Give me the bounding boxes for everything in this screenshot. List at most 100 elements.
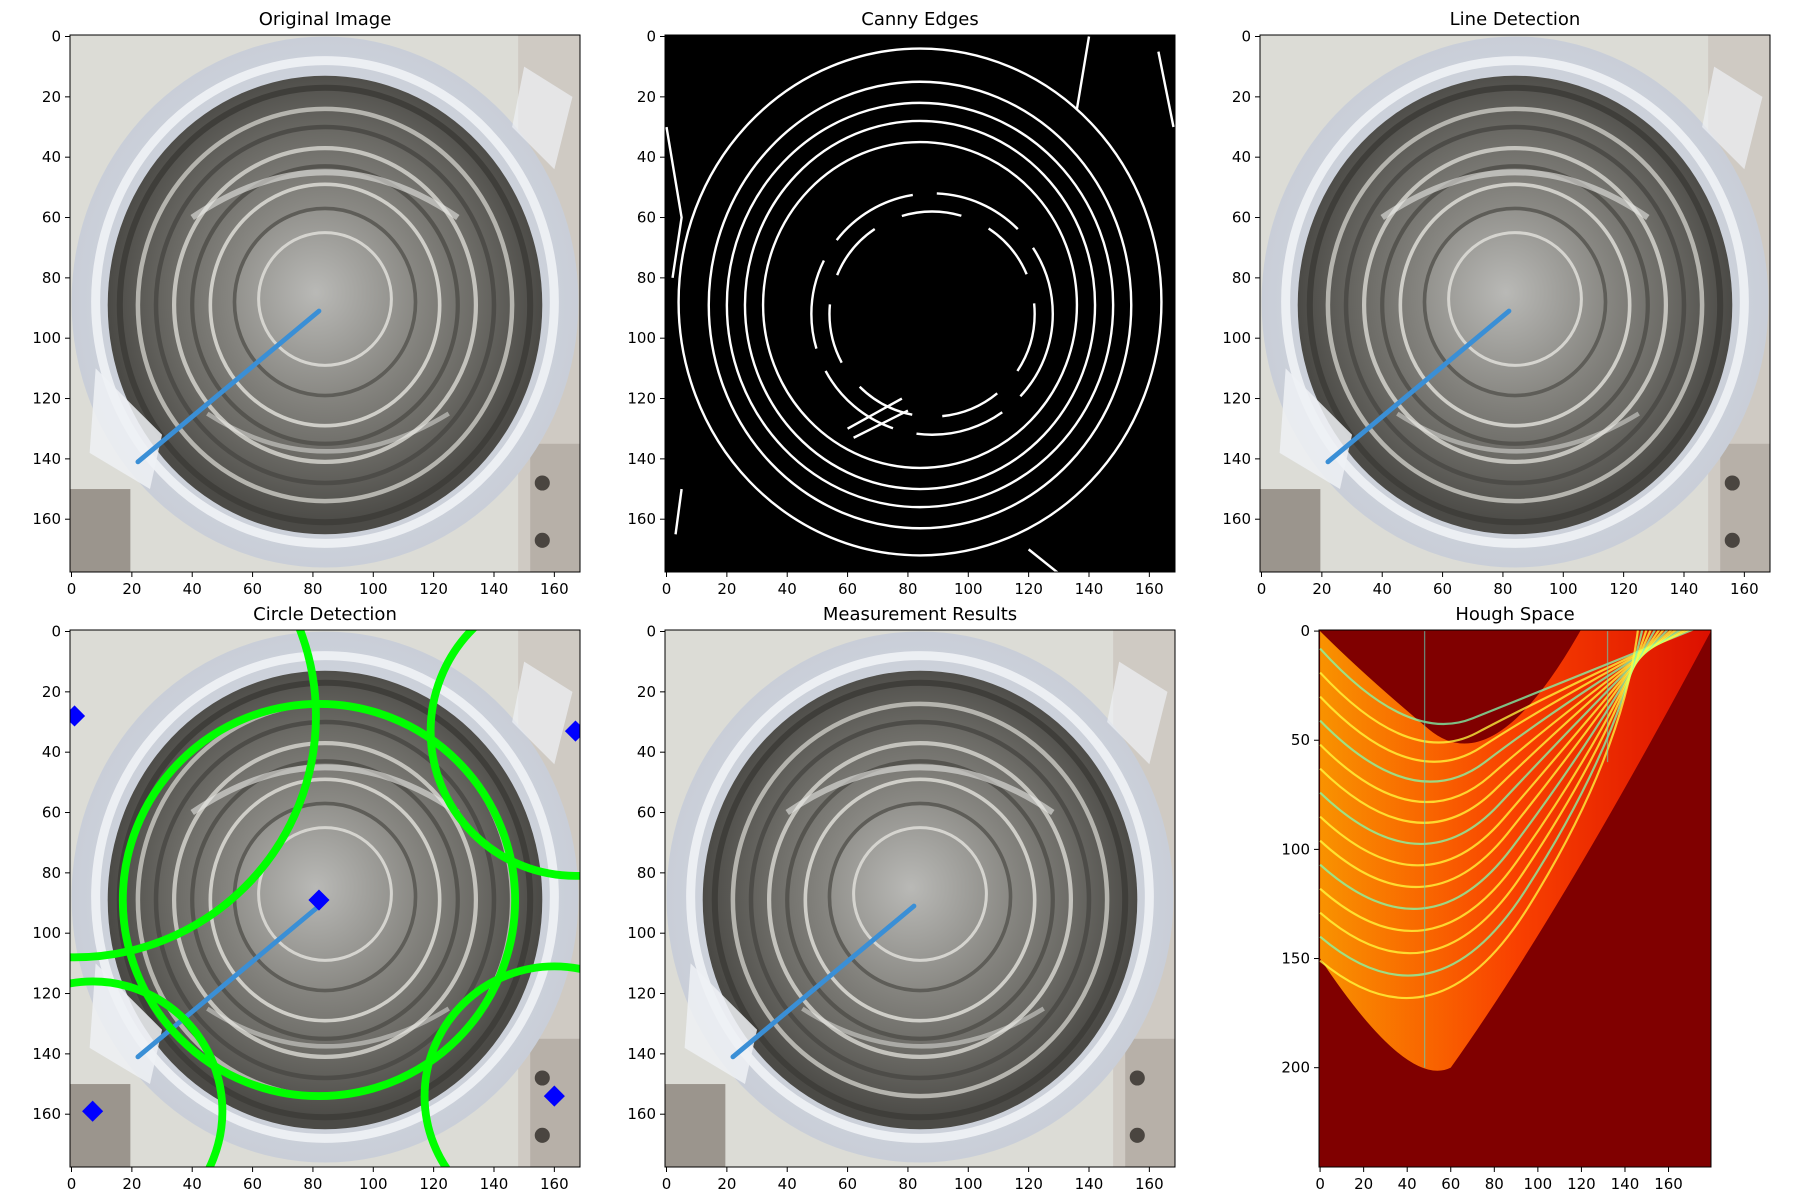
y-tick-label: 100 [627,329,656,347]
x-tick-label: 60 [838,580,857,598]
y-tick-label: 0 [646,623,656,641]
y-tick-label: 0 [51,28,61,46]
x-tick-label: 120 [419,580,448,598]
x-tick-label: 0 [662,1175,672,1193]
y-tick-label: 120 [32,390,61,408]
source-photo [70,35,582,574]
y-tick-label: 160 [1222,510,1251,528]
x-tick-label: 80 [303,1175,322,1193]
x-tick-label: 80 [1493,580,1512,598]
circle-center-4 [70,705,86,727]
panel-title: Line Detection [1450,9,1581,30]
x-tick-label: 160 [1135,580,1164,598]
y-tick-label: 200 [1281,1059,1310,1077]
y-tick-label: 120 [627,390,656,408]
y-tick-label: 140 [32,450,61,468]
y-tick-label: 0 [1300,622,1310,640]
detected-line [135,308,322,465]
x-tick-label: 60 [1441,1175,1460,1193]
x-tick-label: 40 [183,1175,202,1193]
y-tick-label: 100 [32,924,61,942]
x-tick-label: 20 [1354,1175,1373,1193]
y-tick-label: 40 [637,148,656,166]
panel-circles: Circle Detection 0 20 40 60 80 100 120 140 160 0 20… [32,604,581,1193]
x-tick-label: 100 [954,1175,983,1193]
y-tick-label: 60 [637,209,656,227]
x-tick-label: 100 [1524,1175,1553,1193]
x-tick-label: 120 [1609,580,1638,598]
x-tick-label: 120 [1014,1175,1043,1193]
x-tick-label: 140 [1611,1175,1640,1193]
y-tick-label: 160 [627,510,656,528]
x-tick-label: 140 [1075,1175,1104,1193]
x-tick-label: 60 [838,1175,857,1193]
panel-original: Original Image 0 20 40 60 80 100 120 140 160 0 20 40… [32,9,581,598]
x-tick-label: 140 [1075,580,1104,598]
detected-circle-3 [420,962,580,1167]
hough-curves [1319,630,1711,1071]
y-tick-label: 120 [32,985,61,1003]
source-photo [1260,35,1772,574]
x-tick-label: 120 [1014,580,1043,598]
x-tick-label: 60 [243,580,262,598]
panel-lines: Line Detection 0 20 40 60 80 100 120 140 160 0 20 40… [1222,9,1771,598]
x-tick-label: 40 [778,580,797,598]
x-tick-label: 20 [122,580,141,598]
detected-line [1325,308,1512,465]
x-tick-label: 40 [1398,1175,1417,1193]
plot-area-circles [70,630,580,1167]
x-tick-label: 0 [67,1175,77,1193]
y-tick-label: 100 [32,329,61,347]
x-tick-label: 40 [1373,580,1392,598]
x-tick-label: 80 [1485,1175,1504,1193]
y-tick-label: 40 [637,743,656,761]
y-tick-label: 160 [32,1105,61,1123]
y-tick-label: 120 [627,985,656,1003]
x-tick-label: 20 [717,1175,736,1193]
circle-center-1 [308,889,330,911]
y-tick-label: 20 [1232,88,1251,106]
detected-circle-5 [426,630,580,880]
x-tick-label: 0 [1257,580,1267,598]
edge-map [665,35,1175,572]
y-tick-label: 140 [627,450,656,468]
y-tick-label: 20 [637,88,656,106]
axes-frame [664,629,1176,1168]
y-tick-label: 0 [1241,28,1251,46]
plot-area-canny [665,35,1175,572]
plot-area-measure [665,630,1177,1169]
x-tick-label: 80 [898,1175,917,1193]
detected-circle-4 [70,630,320,962]
detected-line [730,903,917,1060]
y-tick-label: 20 [42,88,61,106]
y-tick-label: 60 [1232,209,1251,227]
x-tick-label: 40 [183,580,202,598]
x-tick-label: 0 [1315,1175,1325,1193]
panel-hough: Hough Space 0 20 40 60 80 100 120 140 160 0 50 100 15… [1281,604,1712,1193]
y-tick-label: 0 [51,623,61,641]
plot-area-original [70,35,582,574]
x-tick-label: 160 [1730,580,1759,598]
panel-title: Canny Edges [861,9,978,30]
y-tick-label: 100 [1222,329,1251,347]
x-tick-label: 0 [67,580,77,598]
y-tick-label: 140 [32,1045,61,1063]
x-tick-label: 40 [778,1175,797,1193]
y-tick-label: 80 [42,864,61,882]
y-tick-label: 80 [637,864,656,882]
y-tick-label: 160 [627,1105,656,1123]
detected-line [135,903,322,1060]
source-photo [665,630,1177,1169]
axes-frame [69,629,581,1168]
circle-center-3 [543,1085,565,1107]
x-tick-label: 100 [954,580,983,598]
x-tick-label: 160 [540,1175,569,1193]
x-tick-label: 100 [359,1175,388,1193]
x-tick-label: 120 [419,1175,448,1193]
y-tick-label: 140 [1222,450,1251,468]
y-tick-label: 80 [637,269,656,287]
panels: Original Image 0 20 40 60 80 100 120 140 160 0 20 40… [32,9,1771,1193]
y-tick-label: 60 [637,804,656,822]
panel-title: Circle Detection [253,604,397,625]
